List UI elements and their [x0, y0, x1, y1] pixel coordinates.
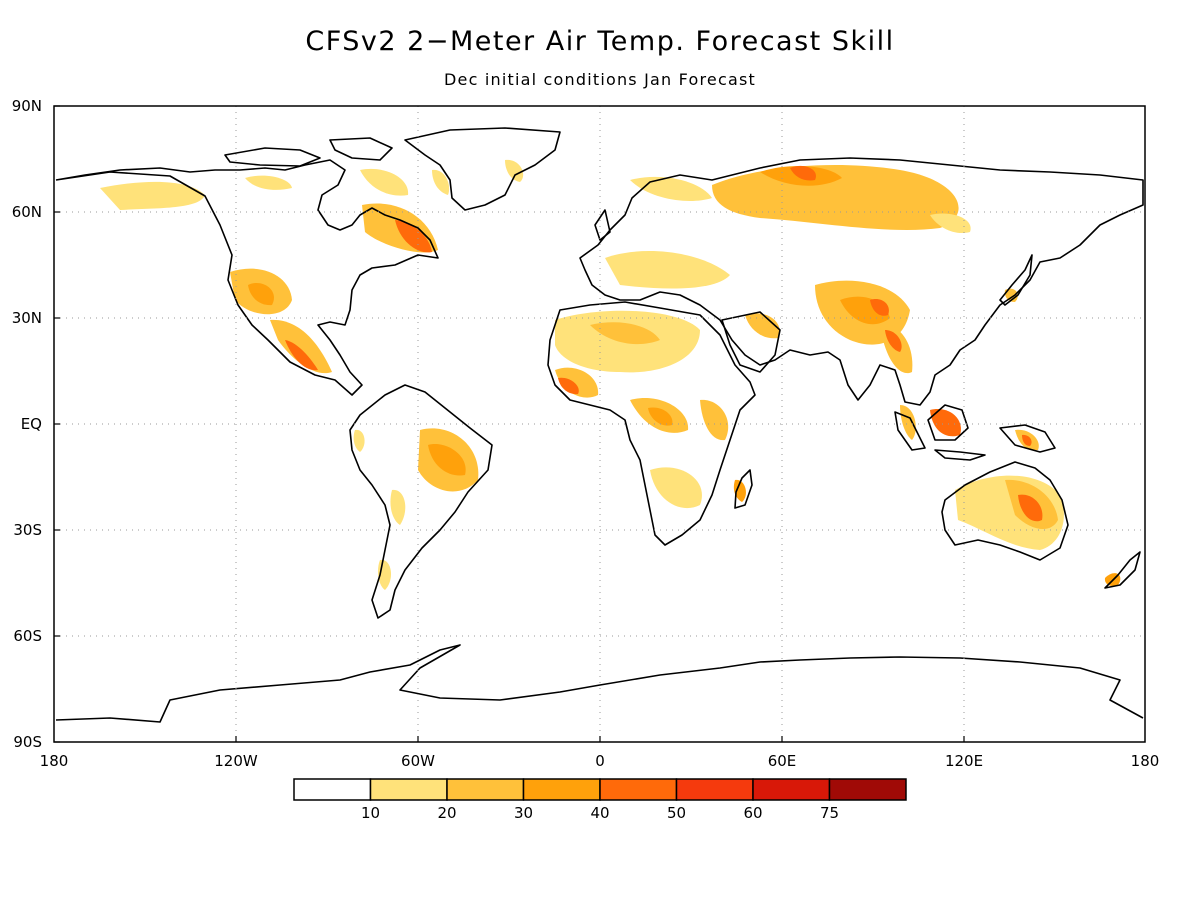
- colorbar-swatch: [828, 778, 907, 801]
- colorbar-swatch: [675, 778, 754, 801]
- lon-label: 0: [595, 752, 605, 770]
- lon-label: 180: [40, 752, 69, 770]
- coastline-south-america: [349, 384, 493, 619]
- skill-region-europe: [605, 251, 730, 289]
- latitude-labels: 90N 60N 30N EQ 30S 60S 90S: [12, 97, 42, 751]
- gridlines: [54, 106, 1145, 742]
- lon-label: 60W: [401, 752, 435, 770]
- skill-region-mexico: [270, 319, 332, 374]
- coastline-australia: [941, 461, 1069, 561]
- colorbar-label: 10: [361, 804, 380, 822]
- skill-shading: [100, 159, 1121, 590]
- colorbar-swatch: [446, 778, 525, 801]
- colorbar-label: 50: [667, 804, 686, 822]
- coastline-africa: [547, 301, 756, 546]
- coastline-north-america: [55, 159, 439, 396]
- lat-label: 60S: [13, 627, 42, 645]
- colorbar-swatch: [369, 778, 448, 801]
- colorbar-label: 40: [590, 804, 609, 822]
- coastlines: [55, 127, 1144, 723]
- map-subtitle: Dec initial conditions Jan Forecast: [444, 70, 756, 89]
- map-title: CFSv2 2−Meter Air Temp. Forecast Skill: [305, 26, 895, 57]
- colorbar-label: 20: [437, 804, 456, 822]
- lon-label: 120W: [214, 752, 258, 770]
- colorbar-swatch: [522, 778, 601, 801]
- colorbar-swatch: [599, 778, 678, 801]
- lon-label: 120E: [945, 752, 983, 770]
- lon-label: 60E: [768, 752, 797, 770]
- skill-region-siberia: [712, 165, 959, 231]
- lat-label: 90N: [12, 97, 42, 115]
- tick-marks: [54, 105, 965, 743]
- lat-label: 30S: [13, 521, 42, 539]
- lat-label: 30N: [12, 309, 42, 327]
- colorbar-label: 75: [820, 804, 839, 822]
- skill-region-alaska: [100, 181, 205, 210]
- lat-label: EQ: [21, 415, 42, 433]
- coastline-greenland: [404, 127, 561, 211]
- colorbar-label: 60: [743, 804, 762, 822]
- colorbar-label: 30: [514, 804, 533, 822]
- lat-label: 60N: [12, 203, 42, 221]
- lat-label: 90S: [13, 733, 42, 751]
- colorbar-swatch: [752, 778, 831, 801]
- colorbar: 10 20 30 40 50 60 75: [293, 778, 907, 822]
- lon-label: 180: [1131, 752, 1160, 770]
- coastline-antarctica: [55, 644, 1144, 723]
- skill-region-borneo: [930, 409, 961, 437]
- colorbar-swatch: [293, 778, 372, 801]
- longitude-labels: 180 120W 60W 0 60E 120E 180: [40, 752, 1160, 770]
